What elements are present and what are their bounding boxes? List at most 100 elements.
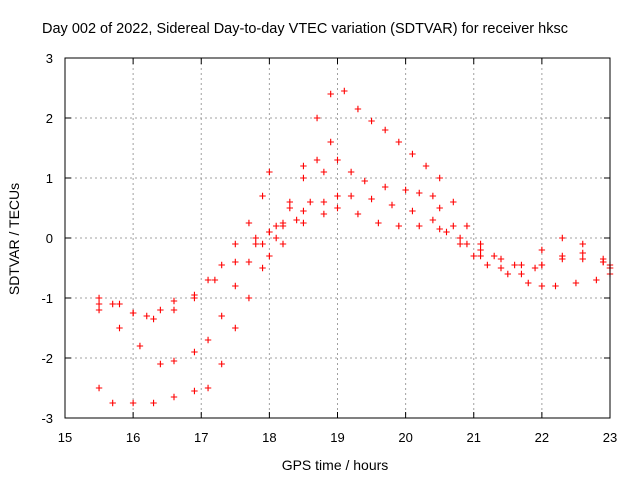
data-point <box>436 204 443 212</box>
data-point <box>320 198 328 206</box>
data-point <box>477 252 484 260</box>
data-point <box>232 282 239 290</box>
data-point <box>95 300 103 308</box>
data-point <box>409 150 416 158</box>
data-point <box>463 240 471 248</box>
data-point <box>218 312 225 320</box>
series-track-3 <box>95 168 273 320</box>
data-point <box>416 189 423 197</box>
data-point <box>266 252 273 260</box>
data-point <box>538 282 546 290</box>
data-point <box>170 357 178 365</box>
data-point <box>252 234 259 242</box>
data-point <box>579 255 586 263</box>
data-point <box>232 324 239 332</box>
data-point <box>525 279 532 287</box>
data-point <box>320 210 328 218</box>
data-point <box>347 192 355 200</box>
data-point <box>129 399 137 407</box>
data-point <box>204 384 212 392</box>
data-point <box>170 393 178 401</box>
data-point <box>157 306 164 314</box>
x-tick-label: 16 <box>126 430 140 445</box>
data-point <box>116 300 123 308</box>
data-point <box>266 168 273 176</box>
data-point <box>279 240 287 248</box>
data-point <box>109 300 116 308</box>
data-point <box>572 279 580 287</box>
series-track-5 <box>252 204 614 269</box>
x-tick-label: 15 <box>58 430 72 445</box>
data-point <box>293 216 300 224</box>
data-point <box>402 186 409 194</box>
data-point <box>320 168 328 176</box>
y-tick-label: 2 <box>46 111 53 126</box>
data-point <box>456 234 464 242</box>
data-point <box>341 87 348 95</box>
data-point <box>381 183 389 191</box>
data-point <box>232 258 239 266</box>
series-track-1 <box>95 90 334 407</box>
data-point <box>497 264 505 272</box>
data-point <box>347 168 355 176</box>
data-point <box>579 249 586 257</box>
data-point <box>334 192 341 200</box>
data-point <box>300 162 307 170</box>
data-point <box>245 258 253 266</box>
y-tick-label: 3 <box>46 51 53 66</box>
y-axis-label: SDTVAR / TECUs <box>6 183 22 295</box>
plot-frame <box>64 57 611 419</box>
data-point <box>286 198 294 206</box>
data-point <box>552 282 559 290</box>
data-point <box>354 105 362 113</box>
data-point <box>511 261 518 269</box>
data-point <box>531 264 539 272</box>
series-track-2 <box>95 138 334 368</box>
data-point <box>422 162 430 170</box>
data-point <box>388 201 396 209</box>
data-point <box>245 294 253 302</box>
data-point <box>204 276 212 284</box>
data-point <box>286 204 294 212</box>
data-point <box>477 240 484 248</box>
data-point <box>429 216 437 224</box>
data-point <box>232 240 239 248</box>
data-point <box>313 156 321 164</box>
data-point <box>313 114 321 122</box>
x-tick-label: 23 <box>603 430 617 445</box>
data-point <box>381 126 389 134</box>
data-point <box>559 252 566 260</box>
data-point <box>327 138 334 146</box>
data-point <box>150 315 157 323</box>
data-point <box>266 228 273 236</box>
data-point <box>579 240 586 248</box>
data-point <box>450 222 457 230</box>
data-point <box>136 342 144 350</box>
data-point <box>95 306 103 314</box>
y-tick-label: -3 <box>41 411 53 426</box>
x-tick-label: 20 <box>398 430 412 445</box>
data-point <box>252 240 259 248</box>
data-point <box>593 276 600 284</box>
data-point <box>95 384 103 392</box>
series-track-7 <box>341 87 614 272</box>
x-axis-label: GPS time / hours <box>282 457 389 473</box>
data-point <box>416 222 423 230</box>
data-point <box>327 90 334 98</box>
data-point <box>429 192 437 200</box>
data-point <box>143 312 150 320</box>
data-point <box>307 198 314 206</box>
data-point <box>409 207 416 215</box>
data-point <box>150 399 157 407</box>
x-tick-label: 18 <box>262 430 276 445</box>
data-point <box>354 210 362 218</box>
data-point <box>518 270 525 278</box>
data-point <box>204 336 212 344</box>
data-point <box>211 276 219 284</box>
data-point <box>395 138 403 146</box>
data-point <box>450 198 457 206</box>
y-tick-label: -1 <box>41 291 53 306</box>
data-point <box>300 207 307 215</box>
series-track-4 <box>95 192 614 323</box>
